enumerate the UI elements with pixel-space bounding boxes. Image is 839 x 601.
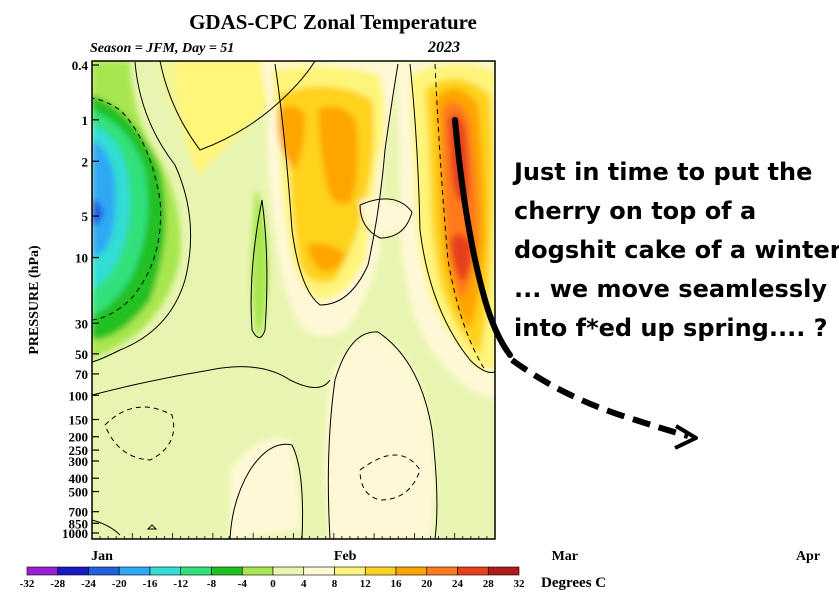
plot-area xyxy=(92,61,495,539)
colorbar-swatch xyxy=(426,566,458,576)
colorbar-tick-label: -32 xyxy=(20,578,35,590)
colorbar-tick-label: 12 xyxy=(360,578,372,590)
annotation-line-5: into f*ed up spring.... ? xyxy=(514,314,828,342)
colorbar-tick-label: 32 xyxy=(514,578,526,590)
annotation-arrow-solid xyxy=(452,117,513,358)
y-tick-label: 400 xyxy=(69,471,89,486)
x-tick-label: Mar xyxy=(552,549,578,564)
y-tick-label: 50 xyxy=(75,347,88,362)
x-tick-label: Apr xyxy=(796,549,820,564)
annotation: Just in time to put the cherry on top of… xyxy=(452,117,839,450)
colorbar-tick-label: 4 xyxy=(301,578,307,590)
contour-lines xyxy=(92,61,495,539)
colorbar-tick-label: 8 xyxy=(332,578,338,590)
colorbar-swatch xyxy=(26,566,59,576)
x-tick-label: Jan xyxy=(91,549,113,564)
colorbar-tick-label: 24 xyxy=(452,578,464,590)
colorbar: -32 -28 -24 -20 -16 -12 -8 -4 0 4 8 12 16 20 24 28 32 xyxy=(20,566,526,590)
annotation-line-2: cherry on top of a xyxy=(514,197,756,225)
y-tick-label: 2 xyxy=(82,154,89,169)
colorbar-tick-label: -8 xyxy=(207,578,217,590)
chart-subtitle-left: Season = JFM, Day = 51 xyxy=(90,41,234,56)
y-tick-label: 0.4 xyxy=(72,58,89,73)
colorbar-swatch xyxy=(487,566,520,576)
colorbar-swatch xyxy=(457,566,489,576)
colorbar-tick-label: -4 xyxy=(238,578,248,590)
x-axis: Jan Feb Mar Apr xyxy=(91,533,820,564)
colorbar-tick-label: -24 xyxy=(81,578,96,590)
colorbar-swatch xyxy=(180,566,212,576)
y-tick-label: 250 xyxy=(69,443,89,458)
y-tick-label: 5 xyxy=(82,209,89,224)
colorbar-swatch xyxy=(241,566,274,576)
y-tick-label: 70 xyxy=(75,367,88,382)
chart-title: GDAS-CPC Zonal Temperature xyxy=(189,10,477,34)
annotation-line-3: dogshit cake of a winter xyxy=(514,236,839,264)
colorbar-tick-label: 20 xyxy=(421,578,433,590)
lower-atmosphere-warm xyxy=(230,334,435,539)
y-tick-label: 1 xyxy=(82,113,89,128)
colorbar-tick-label: -20 xyxy=(112,578,127,590)
y-tick-label: 700 xyxy=(69,505,89,520)
y-tick-label: 30 xyxy=(75,316,88,331)
annotation-arrowhead xyxy=(674,424,698,450)
annotation-arrow-dashed xyxy=(510,357,689,439)
colorbar-swatch xyxy=(57,566,89,576)
y-tick-label: 100 xyxy=(69,388,89,403)
colorbar-tick-label: 0 xyxy=(270,578,276,590)
annotation-line-1: Just in time to put the xyxy=(512,158,812,186)
y-tick-label: 500 xyxy=(69,485,89,500)
y-tick-label: 850 xyxy=(69,516,89,531)
colorbar-swatch xyxy=(303,566,335,576)
cold-anomaly-early-jan xyxy=(92,61,181,360)
chart-subtitle-right: 2023 xyxy=(427,39,460,56)
y-tick-label: 1000 xyxy=(62,526,88,541)
colorbar-tick-label: -12 xyxy=(173,578,188,590)
y-tick-label: 300 xyxy=(69,454,89,469)
colorbar-swatch xyxy=(149,566,182,576)
y-tick-label: 10 xyxy=(75,251,88,266)
colorbar-tick-label: -16 xyxy=(143,578,158,590)
colorbar-swatch xyxy=(364,566,397,576)
colorbar-tick-label: -28 xyxy=(50,578,65,590)
colorbar-unit-label: Degrees C xyxy=(541,575,606,591)
y-axis-label: PRESSURE (hPa) xyxy=(27,245,42,355)
y-tick-label: 200 xyxy=(69,430,89,445)
colorbar-swatch xyxy=(395,566,428,576)
y-tick-label: 150 xyxy=(69,413,89,428)
x-tick-label: Feb xyxy=(334,549,357,564)
annotation-line-4: ... we move seamlessly xyxy=(514,275,827,303)
colorbar-swatch xyxy=(118,566,151,576)
colorbar-swatch xyxy=(211,566,243,576)
colorbar-swatch xyxy=(334,566,366,576)
colorbar-swatch xyxy=(88,566,120,576)
colorbar-tick-label: 28 xyxy=(483,578,495,590)
warm-anomaly-late-jan xyxy=(260,61,410,337)
colorbar-tick-label: 16 xyxy=(391,578,403,590)
colorbar-swatch xyxy=(272,566,305,576)
